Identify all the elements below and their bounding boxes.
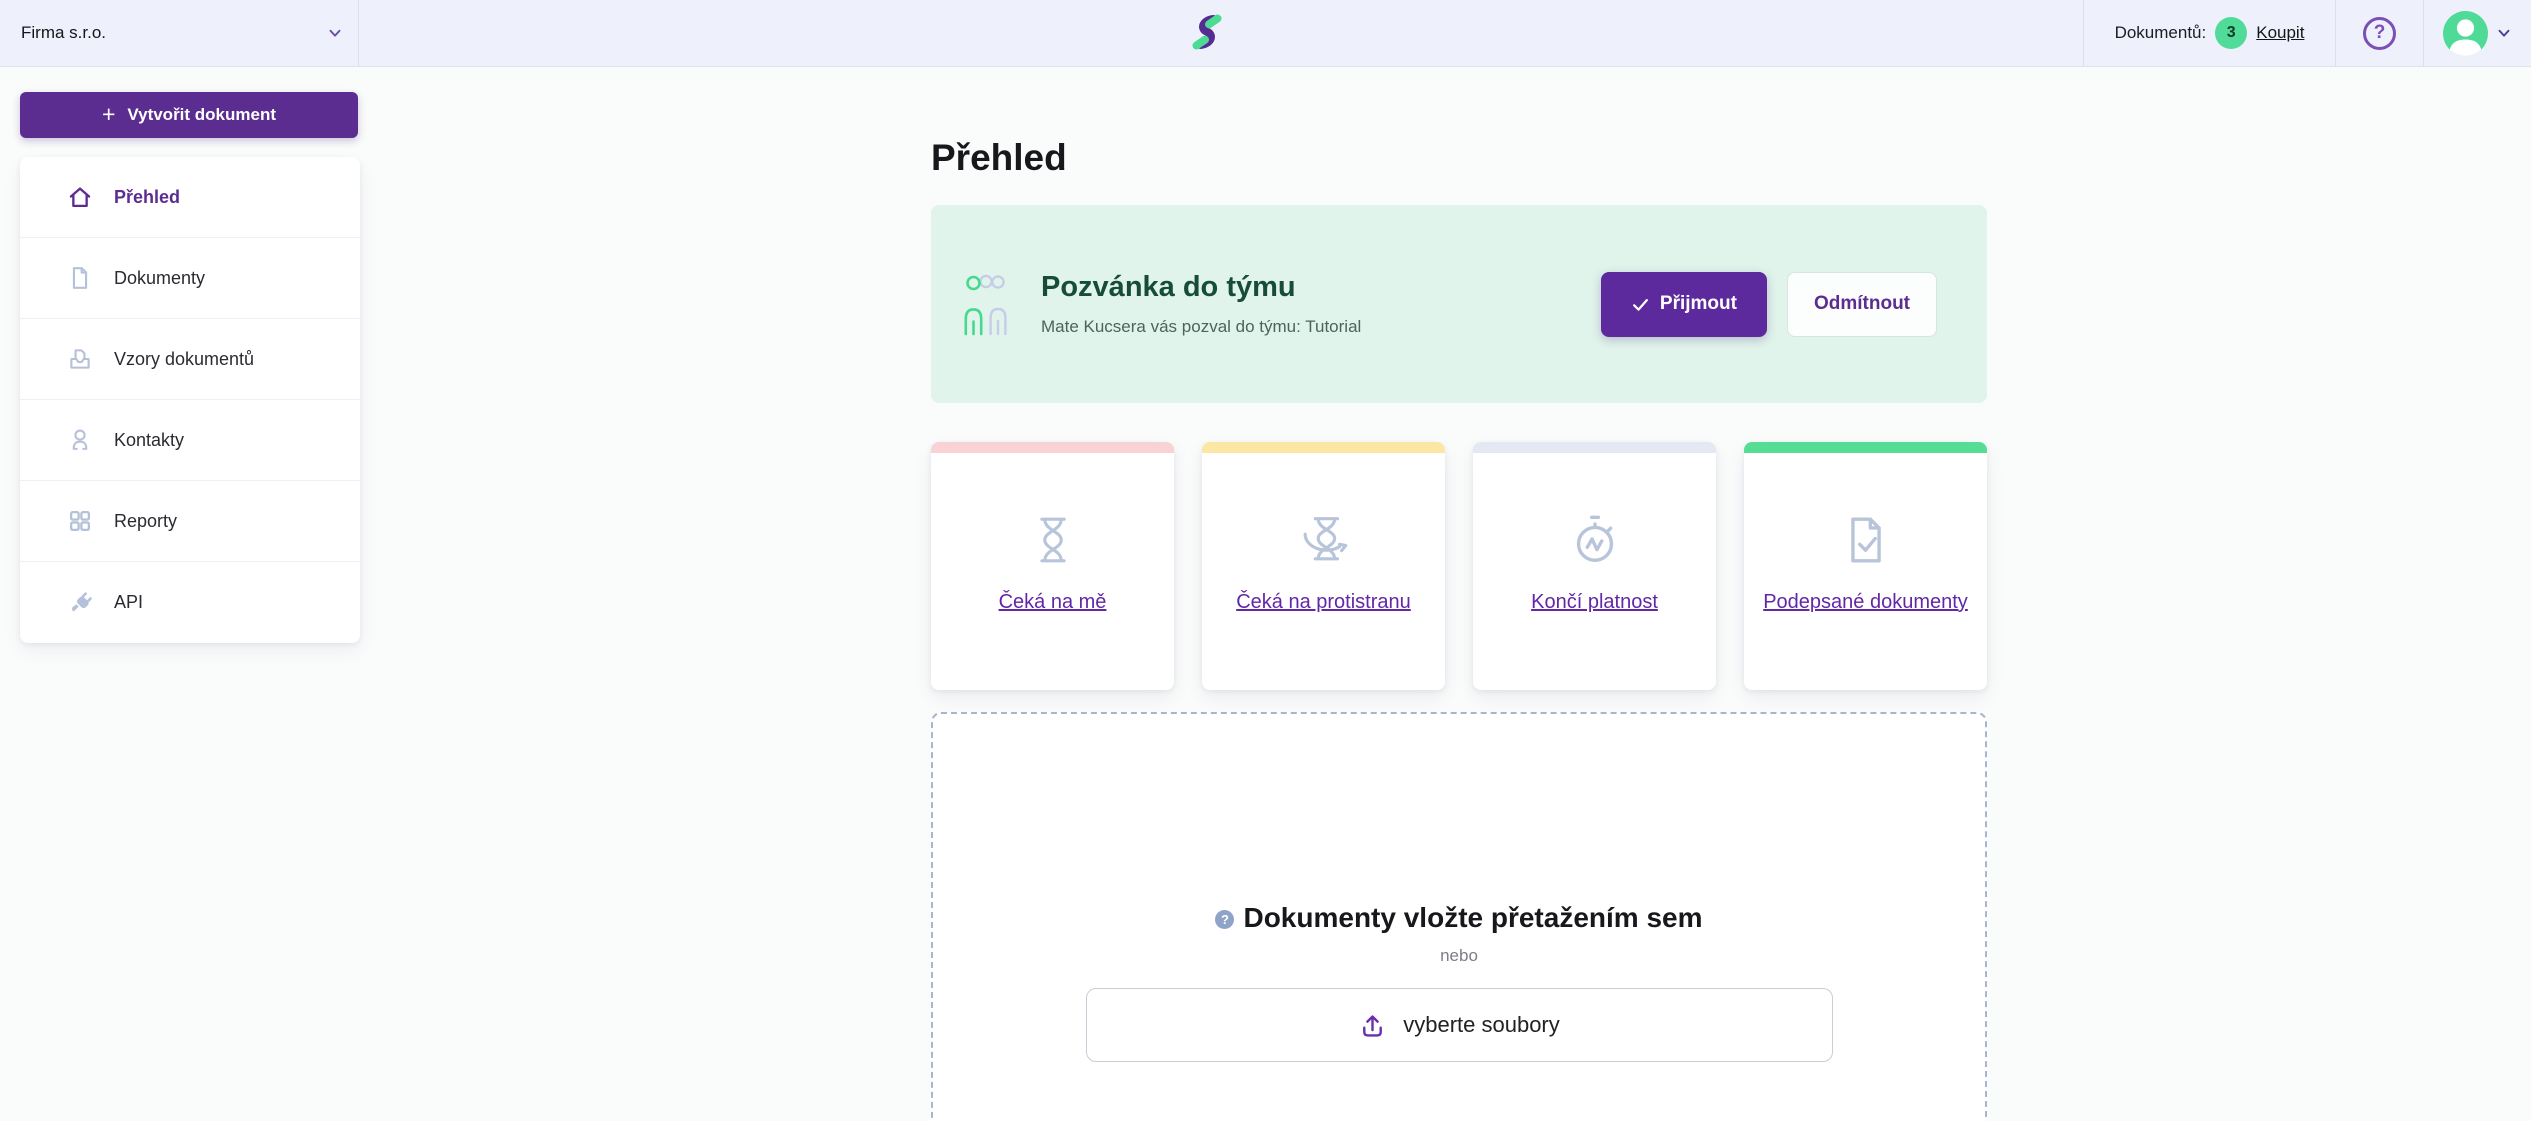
invitation-title: Pozvánka do týmu [1041, 271, 1601, 304]
team-invitation-banner: Pozvánka do týmu Mate Kucsera vás pozval… [931, 205, 1987, 403]
user-menu[interactable] [2423, 0, 2531, 66]
document-icon [66, 264, 94, 292]
sidebar-item-prehled[interactable]: Přehled [20, 157, 360, 238]
sidebar-item-label: Vzory dokumentů [114, 349, 254, 370]
card-accent-strip [931, 442, 1174, 453]
company-name: Firma s.r.o. [21, 23, 106, 43]
user-silhouette-icon [2443, 11, 2488, 56]
sidebar-item-reporty[interactable]: Reporty [20, 481, 360, 562]
card-accent-strip [1473, 442, 1716, 453]
decline-button[interactable]: Odmítnout [1787, 272, 1937, 337]
people-group-icon [960, 272, 1014, 336]
documents-quota-label: Dokumentů: [2115, 23, 2207, 43]
sidebar-nav: Přehled Dokumenty Vzory dokumentů Kontak… [20, 157, 360, 643]
check-icon [1631, 295, 1650, 314]
select-files-label: vyberte soubory [1403, 1012, 1560, 1038]
select-files-button[interactable]: vyberte soubory [1086, 988, 1833, 1062]
sidebar-item-dokumenty[interactable]: Dokumenty [20, 238, 360, 319]
card-link[interactable]: Čeká na protistranu [1236, 591, 1411, 614]
company-switcher[interactable]: Firma s.r.o. [0, 0, 359, 66]
card-konci-platnost[interactable]: Končí platnost [1473, 442, 1716, 690]
card-link[interactable]: Končí platnost [1531, 591, 1658, 614]
accept-label: Přijmout [1660, 293, 1737, 315]
upload-icon [1358, 1011, 1387, 1040]
sidebar-item-label: Přehled [114, 187, 180, 208]
question-help-icon[interactable]: ? [1215, 910, 1234, 929]
sidebar-item-label: Reporty [114, 511, 177, 532]
sidebar-item-vzory-dokumentu[interactable]: Vzory dokumentů [20, 319, 360, 400]
document-dropzone[interactable]: ? Dokumenty vložte přetažením sem nebo v… [931, 712, 1987, 1121]
help-icon[interactable]: ? [2363, 17, 2396, 50]
card-podepsane-dokumenty[interactable]: Podepsané dokumenty [1744, 442, 1987, 690]
home-icon [66, 183, 94, 211]
dropzone-title-row: ? Dokumenty vložte přetažením sem [1215, 902, 1702, 934]
card-accent-strip [1202, 442, 1445, 453]
dropzone-title: Dokumenty vložte přetažením sem [1243, 902, 1702, 934]
create-document-label: Vytvořit dokument [127, 105, 276, 125]
chevron-down-icon [326, 24, 344, 42]
sidebar-item-api[interactable]: API [20, 562, 360, 643]
dropzone-or-label: nebo [1440, 946, 1478, 966]
signed-document-icon [1837, 511, 1895, 569]
documents-quota: Dokumentů: 3 Koupit [2083, 0, 2335, 66]
accept-button[interactable]: Přijmout [1601, 272, 1767, 337]
create-document-button[interactable]: + Vytvořit dokument [20, 92, 358, 138]
card-ceka-na-me[interactable]: Čeká na mě [931, 442, 1174, 690]
documents-count-badge: 3 [2215, 17, 2247, 49]
plus-icon: + [102, 103, 115, 126]
buy-link[interactable]: Koupit [2256, 23, 2304, 43]
avatar [2443, 11, 2488, 56]
hourglass-icon [1024, 511, 1082, 569]
card-accent-strip [1744, 442, 1987, 453]
invitation-subtitle: Mate Kucsera vás pozval do týmu: Tutoria… [1041, 317, 1601, 337]
page-title: Přehled [931, 137, 1067, 179]
hourglass-arrow-icon [1295, 511, 1353, 569]
sidebar-item-label: API [114, 592, 143, 613]
card-link[interactable]: Čeká na mě [999, 591, 1107, 614]
status-cards-row: Čeká na mě Čeká na protistranu Končí pla… [931, 442, 1987, 690]
card-link[interactable]: Podepsané dokumenty [1763, 591, 1968, 614]
app-logo-icon[interactable] [1192, 10, 1222, 54]
person-icon [66, 426, 94, 454]
card-ceka-na-protistranu[interactable]: Čeká na protistranu [1202, 442, 1445, 690]
grid-icon [66, 507, 94, 535]
sidebar-item-kontakty[interactable]: Kontakty [20, 400, 360, 481]
sidebar-item-label: Dokumenty [114, 268, 205, 289]
stopwatch-icon [1566, 511, 1624, 569]
sidebar-item-label: Kontakty [114, 430, 184, 451]
plug-icon [66, 589, 94, 617]
template-tray-icon [66, 345, 94, 373]
chevron-down-icon [2495, 24, 2513, 42]
help-section: ? [2335, 0, 2423, 66]
invitation-text: Pozvánka do týmu Mate Kucsera vás pozval… [1041, 271, 1601, 337]
top-bar: Firma s.r.o. Dokumentů: 3 Koupit ? [0, 0, 2531, 67]
